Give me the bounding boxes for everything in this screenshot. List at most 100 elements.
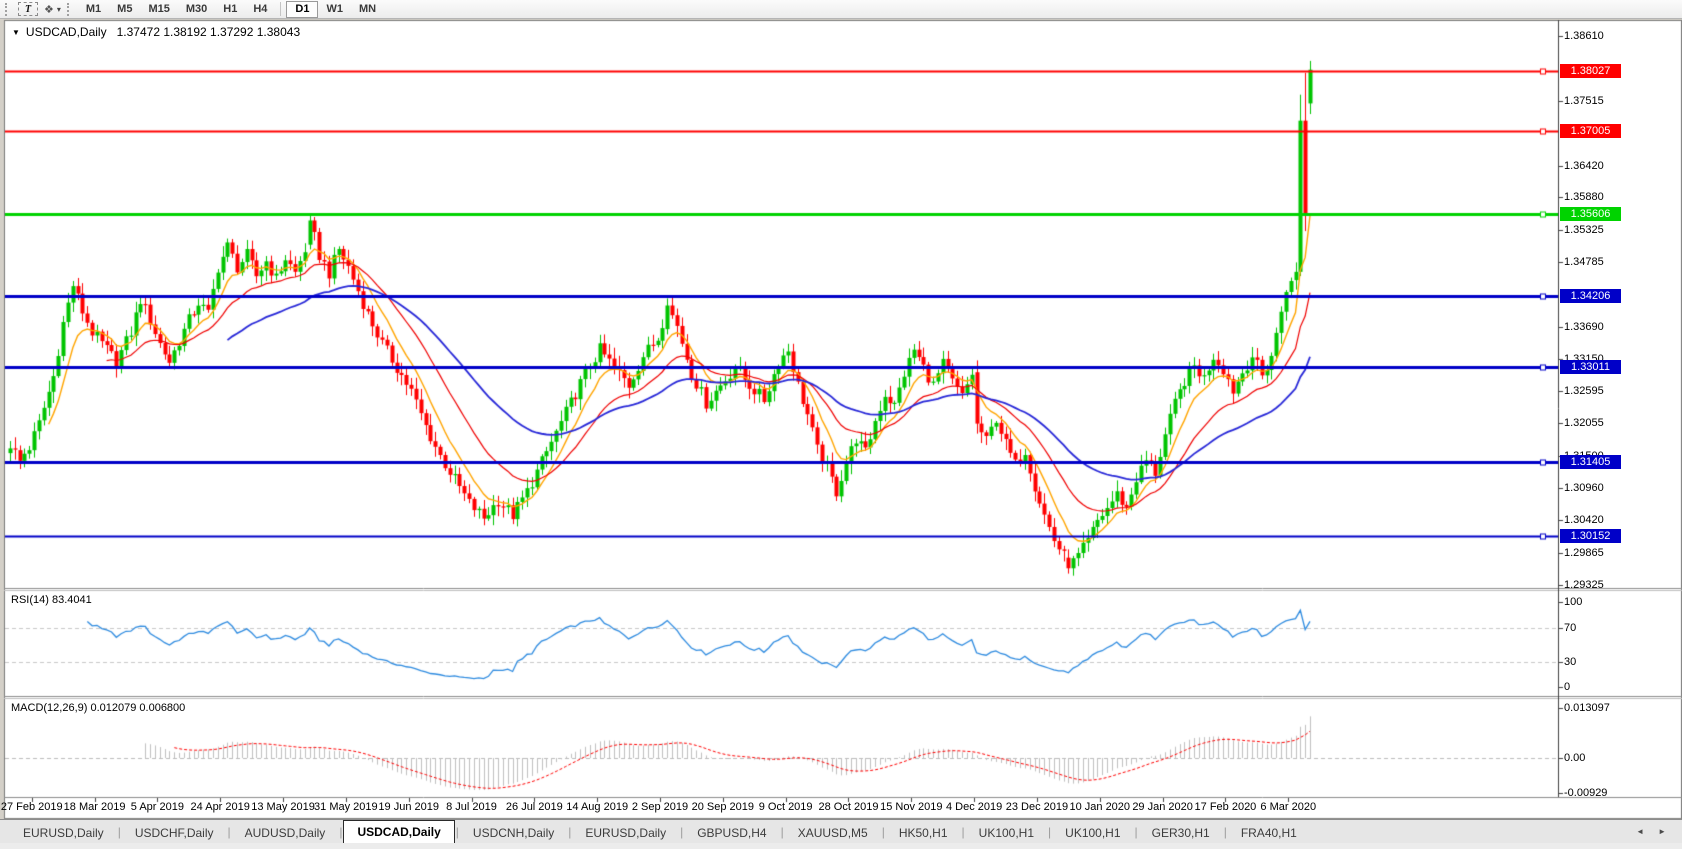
- rsi-axis-tick: 70: [1564, 621, 1577, 634]
- tab-separator: |: [881, 824, 885, 839]
- tab-separator: |: [1223, 824, 1227, 839]
- styles-icon: ❖: [44, 3, 54, 16]
- tab-scroll-right-button[interactable]: ►: [1658, 827, 1666, 836]
- timeframe-button-m15[interactable]: M15: [148, 2, 170, 15]
- date-axis-label: 19 Jun 2019: [378, 801, 439, 813]
- date-axis-label: 26 Jul 2019: [505, 801, 563, 813]
- toolbar-grip[interactable]: [5, 2, 11, 16]
- macd-axis-tick: 0.013097: [1564, 702, 1610, 714]
- price-level-badge: 1.35606: [1560, 206, 1621, 221]
- timeframe-buttons: M1 M5 M15 M30 H1 H4 D1 W1 MN: [78, 0, 384, 18]
- timeframe-button-w1[interactable]: W1: [326, 2, 343, 15]
- chart-tab-xauusd-m5[interactable]: XAUUSD,M5: [797, 826, 868, 840]
- timeframe-button-h1[interactable]: H1: [223, 2, 238, 15]
- symbol-menu-icon[interactable]: ▼: [12, 27, 20, 37]
- date-axis-label: 27 Feb 2019: [0, 801, 63, 813]
- price-level-badge: 1.30152: [1560, 528, 1621, 543]
- toolbar-separator: [280, 2, 282, 16]
- chart-tab-eurusd-daily[interactable]: EURUSD,Daily: [23, 826, 104, 840]
- tab-scroll-arrows: ◄ ►: [1636, 827, 1682, 836]
- tab-separator: |: [568, 824, 572, 839]
- price-axis-tick: 1.34785: [1564, 256, 1604, 269]
- main-toolbar: T ❖ ▾ M1 M5 M15 M30 H1 H4 D1 W1 MN: [0, 0, 1682, 19]
- price-axis-tick: 1.29325: [1564, 578, 1604, 591]
- date-axis-label: 24 Apr 2019: [190, 801, 250, 813]
- timeframe-button-m5[interactable]: M5: [117, 2, 133, 15]
- tab-separator: |: [961, 824, 965, 839]
- date-axis-label: 31 May 2019: [314, 801, 378, 813]
- price-axis-tick: 1.35325: [1564, 224, 1604, 237]
- date-axis-label: 17 Feb 2020: [1194, 801, 1257, 813]
- chart-tab-usdcad-daily[interactable]: USDCAD,Daily: [343, 820, 455, 843]
- tab-separator: |: [227, 824, 231, 839]
- price-axis-tick: 1.30420: [1564, 513, 1604, 526]
- ohlc-values: 1.37472 1.38192 1.37292 1.38043: [116, 25, 301, 39]
- chart-tab-eurusd-daily[interactable]: EURUSD,Daily: [585, 826, 667, 840]
- price-axis-tick: 1.30960: [1564, 481, 1604, 494]
- rsi-axis-tick: 0: [1564, 681, 1571, 693]
- chart-tab-gbpusd-h4[interactable]: GBPUSD,H4: [697, 826, 767, 840]
- date-axis-label: 18 Mar 2019: [63, 801, 126, 813]
- date-axis-label: 14 Aug 2019: [566, 801, 629, 813]
- price-axis-tick: 1.32595: [1564, 385, 1604, 398]
- date-axis-label: 6 Mar 2020: [1260, 801, 1317, 813]
- chart-tab-hk50-h1[interactable]: HK50,H1: [898, 826, 948, 840]
- timeframe-button-d1[interactable]: D1: [286, 0, 319, 18]
- price-axis-tick: 1.38610: [1564, 30, 1604, 43]
- date-axis-label: 29 Jan 2020: [1132, 801, 1193, 813]
- chevron-down-icon: ▾: [56, 4, 61, 14]
- status-strip: [0, 843, 1682, 849]
- rsi-label: RSI(14) 83.4041: [11, 594, 92, 606]
- chart-tab-audusd-daily[interactable]: AUDUSD,Daily: [244, 826, 326, 840]
- price-level-badge: 1.33011: [1560, 359, 1621, 374]
- tab-separator: |: [1134, 824, 1138, 839]
- text-tool-button[interactable]: T: [18, 2, 38, 16]
- timeframe-button-m30[interactable]: M30: [185, 2, 208, 15]
- rsi-axis-tick: 30: [1564, 655, 1577, 668]
- date-axis-label: 9 Oct 2019: [758, 801, 813, 813]
- symbol-name: USDCAD,Daily: [25, 25, 107, 39]
- rsi-axis-tick: 100: [1564, 596, 1583, 608]
- date-axis-label: 8 Jul 2019: [446, 801, 497, 813]
- tab-separator: |: [680, 824, 684, 839]
- macd-axis-tick: 0.00: [1564, 752, 1586, 764]
- chart-tab-fra40-h1[interactable]: FRA40,H1: [1240, 826, 1297, 840]
- price-level-badge: 1.31405: [1560, 454, 1621, 469]
- date-axis-label: 5 Apr 2019: [130, 801, 184, 813]
- toolbar-grip[interactable]: [66, 2, 73, 16]
- chart-tab-usdcnh-daily[interactable]: USDCNH,Daily: [472, 826, 555, 840]
- chart-tab-bar: EURUSD,Daily | USDCHF,Daily | AUDUSD,Daily | U…: [0, 819, 1682, 843]
- price-axis-tick: 1.35880: [1564, 191, 1604, 204]
- price-axis-tick: 1.32055: [1564, 417, 1604, 430]
- tab-separator: |: [117, 824, 121, 839]
- macd-axis-tick: -0.00929: [1564, 787, 1608, 800]
- styles-tool-button[interactable]: ❖ ▾: [42, 2, 63, 17]
- timeframe-button-m1[interactable]: M1: [85, 2, 102, 15]
- chart-tab-ger30-h1[interactable]: GER30,H1: [1151, 826, 1210, 840]
- tab-separator: |: [455, 824, 459, 839]
- tab-scroll-left-button[interactable]: ◄: [1636, 827, 1645, 836]
- price-axis-tick: 1.37515: [1564, 94, 1604, 107]
- tab-separator: |: [1048, 824, 1052, 839]
- price-axis-tick: 1.33690: [1564, 320, 1604, 333]
- chart-title: ▼ USDCAD,Daily 1.37472 1.38192 1.37292 1…: [12, 25, 300, 39]
- timeframe-button-h4[interactable]: H4: [253, 2, 268, 15]
- date-axis-label: 20 Sep 2019: [691, 801, 755, 813]
- tab-separator: |: [780, 824, 784, 839]
- date-axis-label: 2 Sep 2019: [631, 801, 689, 813]
- chart-tab-uk100-h1[interactable]: UK100,H1: [1065, 826, 1121, 840]
- chart-tab-usdchf-daily[interactable]: USDCHF,Daily: [134, 826, 214, 840]
- price-level-badge: 1.34206: [1560, 289, 1621, 304]
- macd-label: MACD(12,26,9) 0.012079 0.006800: [11, 702, 186, 714]
- chart-tabs: EURUSD,Daily | USDCHF,Daily | AUDUSD,Daily | U…: [10, 820, 1310, 843]
- chart-tab-uk100-h1[interactable]: UK100,H1: [978, 826, 1035, 840]
- date-axis-label: 23 Dec 2019: [1005, 801, 1069, 813]
- date-axis-label: 4 Dec 2019: [945, 801, 1003, 813]
- price-axis-tick: 1.29865: [1564, 546, 1604, 559]
- date-axis-label: 13 May 2019: [251, 801, 315, 813]
- timeframe-button-mn[interactable]: MN: [358, 2, 377, 15]
- tab-separator: |: [339, 824, 343, 839]
- date-axis-label: 10 Jan 2020: [1069, 801, 1131, 813]
